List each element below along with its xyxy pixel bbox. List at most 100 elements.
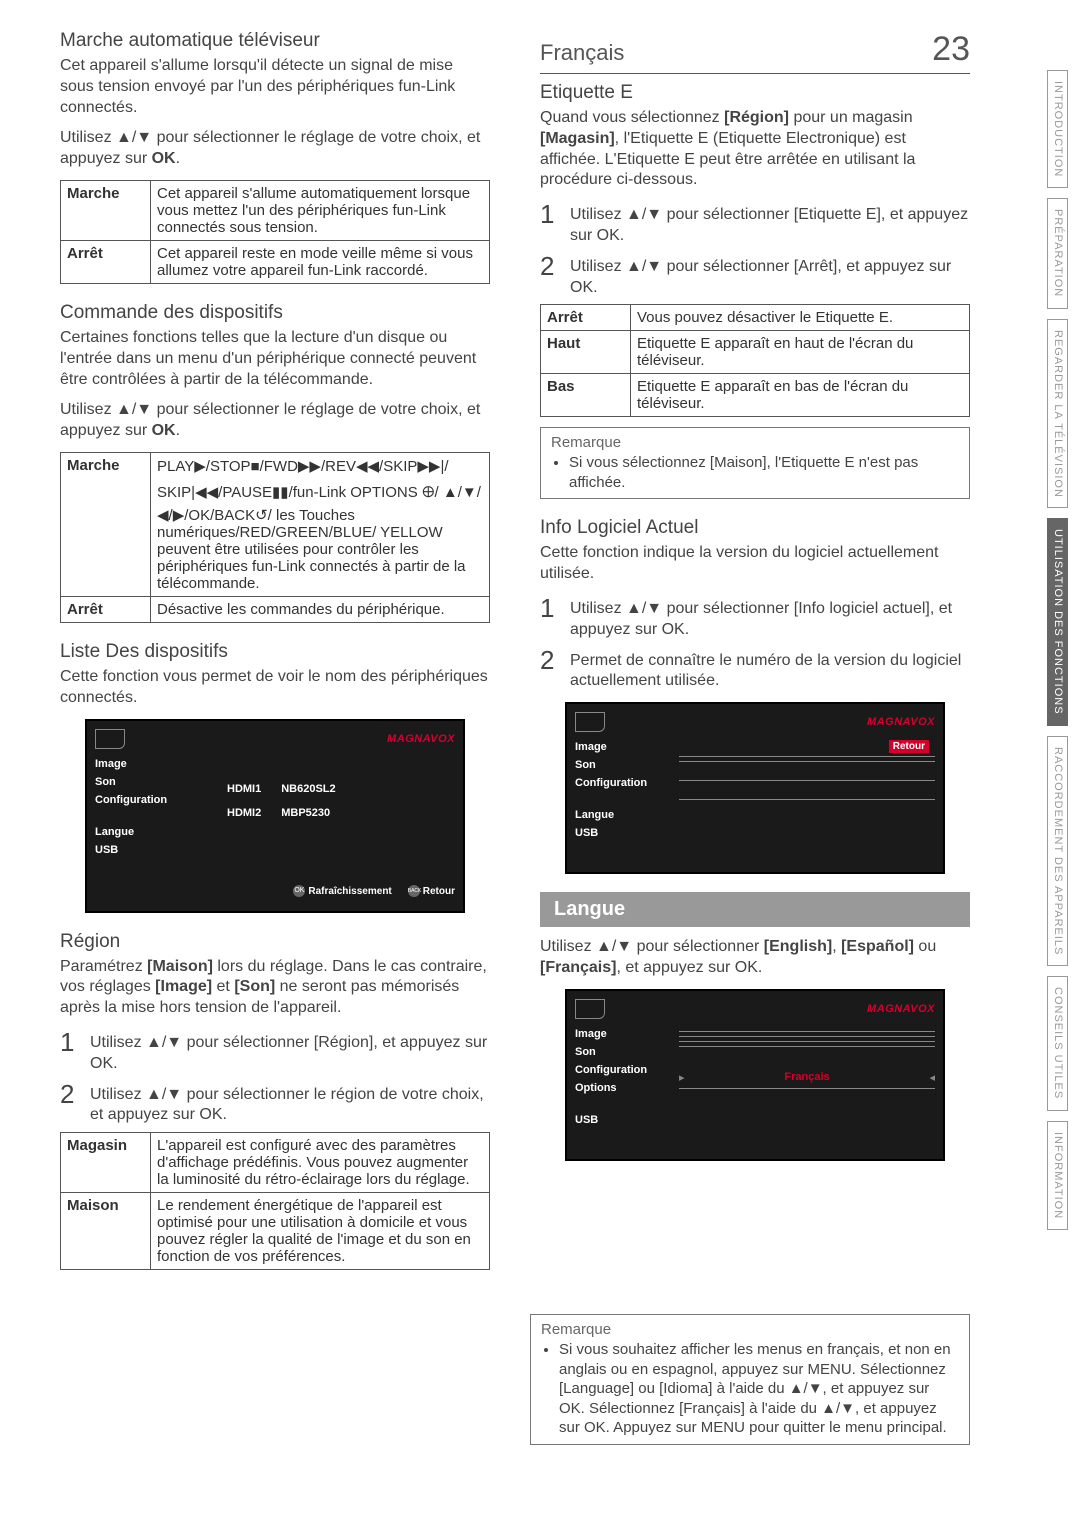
txt: . xyxy=(176,150,180,167)
langue-p: Utilisez ▲/▼ pour sélectionner [English]… xyxy=(540,937,970,979)
updown-icon xyxy=(116,129,152,146)
tv-logo-icon xyxy=(575,999,605,1019)
table-row: ArrêtDésactive les commandes du périphér… xyxy=(61,596,490,622)
tv-device-row: HDMI2MBP5230 xyxy=(199,805,455,821)
etiquette-steps: 1Utilisez ▲/▼ pour sélectionner [Etiquet… xyxy=(540,201,970,298)
txt-b: [Français] xyxy=(540,959,616,976)
right-column: Français 23 Etiquette E Quand vous sélec… xyxy=(540,30,970,1280)
tv-menu-item: USB xyxy=(575,824,675,842)
left-column: Marche automatique téléviseur Cet appare… xyxy=(60,30,490,1280)
step-num: 1 xyxy=(540,595,558,621)
auto-tv-p1: Cet appareil s'allume lorsqu'il détecte … xyxy=(60,56,490,118)
txt-b: [Image] xyxy=(155,978,212,995)
txt: Utilisez xyxy=(60,129,116,146)
tv-langue-panel: ▸ Français ◂ xyxy=(679,1025,935,1145)
tv-menu-item: Configuration xyxy=(95,791,195,809)
cmd-dev-p2: Utilisez pour sélectionner le réglage de… xyxy=(60,400,490,442)
txt: . xyxy=(176,422,180,439)
tv-device-row: HDMI1NB620SL2 xyxy=(199,781,455,797)
ok-icon: OK xyxy=(293,885,305,897)
txt-b: [English] xyxy=(764,938,832,955)
table-row: ArrêtCet appareil reste en mode veille m… xyxy=(61,240,490,283)
table-key: Marche xyxy=(61,180,151,240)
step-num: 2 xyxy=(60,1081,78,1107)
region-table: MagasinL'appareil est configuré avec des… xyxy=(60,1132,490,1270)
dot-icon: ▸ xyxy=(679,1071,685,1084)
table-key: Bas xyxy=(541,374,631,417)
hdmi-port: HDMI1 xyxy=(227,783,261,795)
tv-menu-item: Configuration xyxy=(575,774,675,792)
region-steps: 1Utilisez ▲/▼ pour sélectionner [Région]… xyxy=(60,1029,490,1126)
txt: Utilisez ▲/▼ pour sélectionner xyxy=(540,938,764,955)
table-key: Marche xyxy=(61,452,151,596)
heading-region: Région xyxy=(60,931,490,953)
tv-ui-langue: MAGNAVOX ImageSonConfigurationOptionsUSB… xyxy=(565,989,945,1161)
table-val: Cet appareil reste en mode veille même s… xyxy=(151,240,490,283)
table-val: Etiquette E apparaît en haut de l'écran … xyxy=(631,331,970,374)
updown-icon xyxy=(116,401,152,418)
side-tab[interactable]: PRÉPARATION xyxy=(1047,198,1068,308)
heading-auto-tv: Marche automatique téléviseur xyxy=(60,30,490,52)
back-icon: BACK xyxy=(408,885,420,897)
table-val: Vous pouvez désactiver le Etiquette E. xyxy=(631,305,970,331)
tv-bottom-bar: OKRafraîchissement BACKRetour xyxy=(95,885,455,897)
remark-title: Remarque xyxy=(551,434,959,451)
step: 1Utilisez ▲/▼ pour sélectionner [Etiquet… xyxy=(540,201,970,247)
menu-gap xyxy=(575,792,675,806)
tv-menu-item: USB xyxy=(95,841,195,859)
step: 2Utilisez ▲/▼ pour sélectionner [Arrêt],… xyxy=(540,253,970,299)
auto-tv-table: MarcheCet appareil s'allume automatiquem… xyxy=(60,180,490,284)
side-tab[interactable]: CONSEILS UTILES xyxy=(1047,976,1068,1110)
heading-dev-list: Liste Des dispositifs xyxy=(60,641,490,663)
cmd-dev-p1: Certaines fonctions telles que la lectur… xyxy=(60,328,490,390)
table-val: Désactive les commandes du périphérique. xyxy=(151,596,490,622)
table-key: Arrêt xyxy=(61,596,151,622)
brand-label: MAGNAVOX xyxy=(867,1003,935,1015)
step-num: 2 xyxy=(540,647,558,673)
tv-menu-item: Image xyxy=(575,1025,675,1043)
remark-item: Si vous sélectionnez [Maison], l'Etiquet… xyxy=(569,453,959,492)
step-text: Utilisez ▲/▼ pour sélectionner [Arrêt], … xyxy=(570,253,970,299)
side-tab[interactable]: REGARDER LA TÉLÉVISION xyxy=(1047,319,1068,509)
tv-menu: ImageSonConfiguration LangueUSB xyxy=(95,755,195,875)
txt: pour un magasin xyxy=(789,109,913,126)
table-row: MarchePLAY▶/STOP■/FWD▶▶/REV◀◀/SKIP▶▶|/ S… xyxy=(61,452,490,596)
etiquette-p1: Quand vous sélectionnez [Région] pour un… xyxy=(540,108,970,191)
txt: , xyxy=(832,938,841,955)
side-tab[interactable]: UTILISATION DES FONCTIONS xyxy=(1047,518,1068,726)
heading-cmd-dev: Commande des dispositifs xyxy=(60,302,490,324)
txt: Utilisez xyxy=(60,401,116,418)
retour-button[interactable]: Retour xyxy=(889,740,929,753)
table-val: Etiquette E apparaît en bas de l'écran d… xyxy=(631,374,970,417)
txt: ou xyxy=(914,938,936,955)
tv-logo-icon xyxy=(95,729,125,749)
side-tab[interactable]: RACCORDEMENT DES APPAREILS xyxy=(1047,736,1068,966)
table-val: Le rendement énergétique de l'appareil e… xyxy=(151,1193,490,1270)
brand-label: MAGNAVOX xyxy=(867,716,935,728)
cmd-dev-table: MarchePLAY▶/STOP■/FWD▶▶/REV◀◀/SKIP▶▶|/ S… xyxy=(60,452,490,623)
tv-menu-item: Image xyxy=(95,755,195,773)
dot-icon: ◂ xyxy=(929,1071,935,1084)
tv-ui-info-logiciel: MAGNAVOX ImageSonConfigurationLangueUSB … xyxy=(565,702,945,874)
bottom-remark: Remarque Si vous souhaitez afficher les … xyxy=(530,1314,970,1445)
step-text: Utilisez ▲/▼ pour sélectionner [Etiquett… xyxy=(570,201,970,247)
hdmi-port: HDMI2 xyxy=(227,807,261,819)
side-tab[interactable]: INFORMATION xyxy=(1047,1121,1068,1230)
table-val: PLAY▶/STOP■/FWD▶▶/REV◀◀/SKIP▶▶|/ SKIP|◀◀… xyxy=(151,452,490,596)
lang-value: Français xyxy=(784,1071,829,1083)
side-tab[interactable]: INTRODUCTION xyxy=(1047,70,1068,188)
table-row: MaisonLe rendement énergétique de l'appa… xyxy=(61,1193,490,1270)
step-text: Permet de connaître le numéro de la vers… xyxy=(570,647,970,693)
tv-menu-item: USB xyxy=(575,1111,675,1129)
table-row: ArrêtVous pouvez désactiver le Etiquette… xyxy=(541,305,970,331)
tv-menu-item: Langue xyxy=(95,823,195,841)
step-num: 1 xyxy=(60,1029,78,1055)
step: 1Utilisez ▲/▼ pour sélectionner [Info lo… xyxy=(540,595,970,641)
page-lang: Français xyxy=(540,40,624,66)
tv-menu-item: Configuration xyxy=(575,1061,675,1079)
tv-menu-item: Son xyxy=(95,773,195,791)
table-row: MagasinL'appareil est configuré avec des… xyxy=(61,1133,490,1193)
txt: Paramétrez xyxy=(60,958,147,975)
txt-b: [Son] xyxy=(234,978,275,995)
ok-label: OK xyxy=(152,422,176,439)
